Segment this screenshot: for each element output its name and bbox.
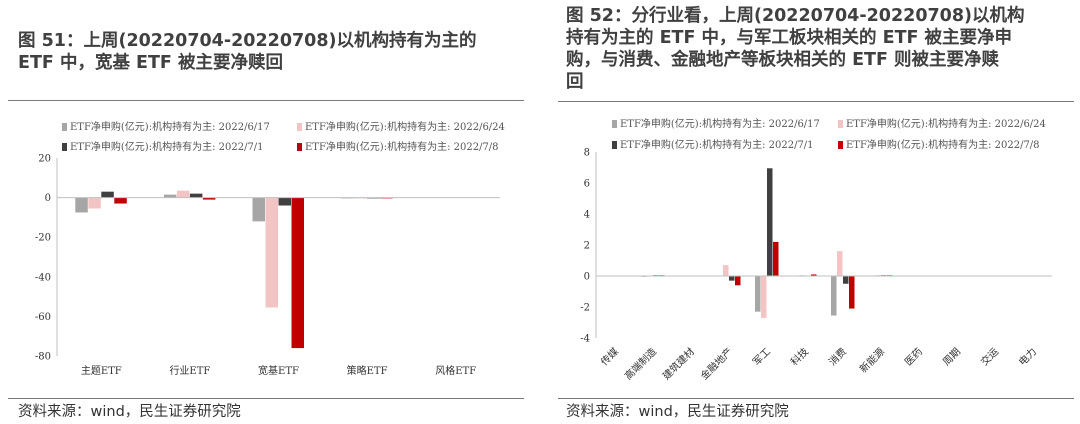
title-rule	[8, 100, 524, 101]
x-tick-label: 周期	[940, 346, 963, 369]
bar	[773, 241, 779, 276]
title-rule	[558, 101, 1074, 102]
y-tick-label: -60	[35, 312, 51, 323]
bar	[831, 276, 837, 316]
bar	[723, 265, 729, 276]
x-tick-label: 建筑建材	[660, 345, 697, 382]
legend-swatch	[62, 143, 67, 151]
x-tick-label: 消费	[826, 345, 849, 368]
legend-swatch	[838, 120, 843, 128]
bar	[88, 197, 101, 209]
x-tick-label: 宽基ETF	[258, 364, 299, 377]
x-tick-label: 科技	[788, 345, 811, 368]
x-tick-label: 电力	[1016, 345, 1039, 368]
bar	[755, 276, 761, 312]
bar	[843, 276, 849, 284]
x-tick-label: 交运	[978, 345, 1001, 368]
legend-swatch	[612, 120, 617, 128]
y-tick-label: 4	[584, 210, 590, 221]
legend-label: ETF净申购(亿元):机构持有为主: 2022/7/1	[70, 140, 264, 153]
x-tick-label: 行业ETF	[169, 364, 210, 377]
legend-label: ETF净申购(亿元):机构持有为主: 2022/7/8	[305, 140, 499, 153]
x-tick-label: 金融地产	[698, 345, 735, 382]
x-tick-label: 军工	[750, 346, 773, 369]
legend-label: ETF净申购(亿元):机构持有为主: 2022/6/24	[846, 117, 1046, 130]
y-tick-label: -4	[580, 334, 590, 345]
x-tick-label: 新能源	[857, 345, 887, 375]
bar	[101, 191, 114, 198]
y-tick-label: 0	[45, 193, 51, 204]
legend-label: ETF净申购(亿元):机构持有为主: 2022/7/1	[620, 138, 814, 151]
y-tick-label: -20	[35, 233, 51, 244]
figure-52: 图 52：分行业看，上周(20220704-20220708)以机构 持有为主的…	[556, 0, 1080, 424]
legend-label: ETF净申购(亿元):机构持有为主: 2022/6/24	[305, 120, 505, 133]
legend-swatch	[62, 123, 67, 131]
bar	[729, 276, 735, 281]
y-tick-label: 0	[584, 272, 590, 283]
source-rule	[8, 398, 524, 399]
figure-title: 图 52：分行业看，上周(20220704-20220708)以机构 持有为主的…	[566, 6, 1025, 92]
legend-swatch	[297, 143, 302, 151]
bar	[176, 190, 190, 198]
chart-52: ETF净申购(亿元):机构持有为主: 2022/6/17 ETF净申购(亿元):机…	[580, 117, 1052, 382]
bar	[761, 276, 767, 318]
legend-swatch	[838, 141, 843, 149]
y-tick-label: 8	[584, 148, 590, 159]
y-tick-label: 2	[584, 241, 590, 252]
bar	[291, 197, 304, 349]
legend-swatch	[297, 123, 302, 131]
legend-label: ETF净申购(亿元):机构持有为主: 2022/6/17	[620, 117, 820, 130]
source-note: 资料来源：wind，民生证券研究院	[18, 404, 241, 420]
bar	[278, 197, 291, 206]
y-tick-label: -80	[35, 352, 51, 363]
bar	[202, 197, 216, 200]
bar	[849, 276, 855, 309]
bar	[265, 197, 278, 308]
legend-label: ETF净申购(亿元):机构持有为主: 2022/7/8	[846, 138, 1040, 151]
source-rule	[558, 398, 1074, 399]
bar	[735, 276, 741, 286]
bar	[163, 194, 177, 198]
figure-51: 图 51：上周(20220704-20220708)以机构持有为主的 ETF 中…	[0, 0, 532, 424]
x-tick-label: 策略ETF	[347, 364, 388, 377]
x-tick-label: 高端制造	[622, 345, 659, 382]
bar	[811, 274, 817, 276]
x-tick-label: 传媒	[598, 346, 621, 369]
y-tick-label: -2	[580, 303, 590, 314]
figure-title: 图 51：上周(20220704-20220708)以机构持有为主的 ETF 中…	[18, 31, 477, 73]
y-tick-label: 6	[584, 179, 590, 190]
bar	[189, 193, 203, 198]
y-tick-label: 20	[38, 154, 51, 165]
chart-51: ETF净申购(亿元):机构持有为主: 2022/6/17 ETF净申购(亿元):机…	[35, 120, 505, 377]
x-tick-label: 医药	[902, 346, 925, 369]
bar	[114, 197, 127, 204]
x-tick-label: 主题ETF	[81, 365, 122, 377]
bar	[837, 251, 843, 276]
bar	[75, 197, 88, 213]
source-note: 资料来源：wind，民生证券研究院	[566, 404, 789, 420]
x-tick-label: 风格ETF	[435, 364, 476, 377]
legend-label: ETF净申购(亿元):机构持有为主: 2022/6/17	[70, 120, 270, 133]
bar	[767, 168, 773, 276]
bar	[252, 197, 265, 222]
y-tick-label: -40	[35, 272, 51, 283]
legend-swatch	[612, 141, 617, 149]
